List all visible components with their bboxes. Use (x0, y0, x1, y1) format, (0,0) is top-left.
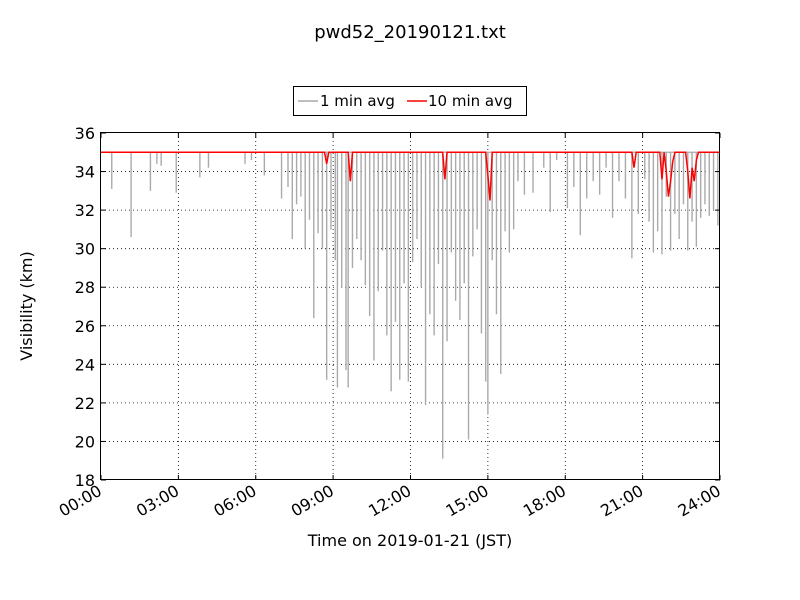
y-tick-label: 20 (75, 432, 95, 451)
legend-label-10min: 10 min avg (428, 92, 513, 110)
series-10min-line (101, 151, 720, 201)
series-10min-avg (101, 151, 720, 201)
x-tick-label: 18:00 (520, 481, 569, 521)
y-tick-label: 30 (75, 240, 95, 259)
plot-frame (100, 132, 720, 480)
y-tick-label: 28 (75, 278, 95, 297)
x-tick-label: 03:00 (133, 481, 182, 521)
series-1min-avg (101, 151, 720, 459)
y-tick-label: 32 (75, 201, 95, 220)
x-tick-label: 09:00 (288, 481, 337, 521)
y-tick-label: 36 (75, 124, 95, 143)
legend: 1 min avg 10 min avg (293, 86, 527, 116)
x-tick-label: 24:00 (675, 481, 724, 521)
y-tick-label: 26 (75, 317, 95, 336)
y-tick-label: 34 (75, 163, 95, 182)
x-axis: 00:00 03:00 06:00 09:00 12:00 15:00 18:00 21:00… (56, 133, 724, 521)
legend-label-1min: 1 min avg (320, 92, 395, 110)
chart-title: pwd52_20190121.txt (314, 22, 506, 43)
x-tick-label: 15:00 (442, 481, 491, 521)
x-tick-label: 12:00 (365, 481, 414, 521)
x-axis-label: Time on 2019-01-21 (JST) (307, 531, 512, 550)
grid-lines (101, 133, 720, 480)
y-tick-label: 24 (75, 355, 95, 374)
y-tick-label: 18 (75, 471, 95, 490)
y-axis: 18 20 22 24 26 28 30 32 34 36 (75, 124, 720, 490)
x-tick-label: 06:00 (210, 481, 259, 521)
x-tick-label: 21:00 (597, 481, 646, 521)
legend-box (293, 86, 527, 116)
y-tick-label: 22 (75, 394, 95, 413)
y-axis-label: Visibility (km) (17, 251, 36, 360)
